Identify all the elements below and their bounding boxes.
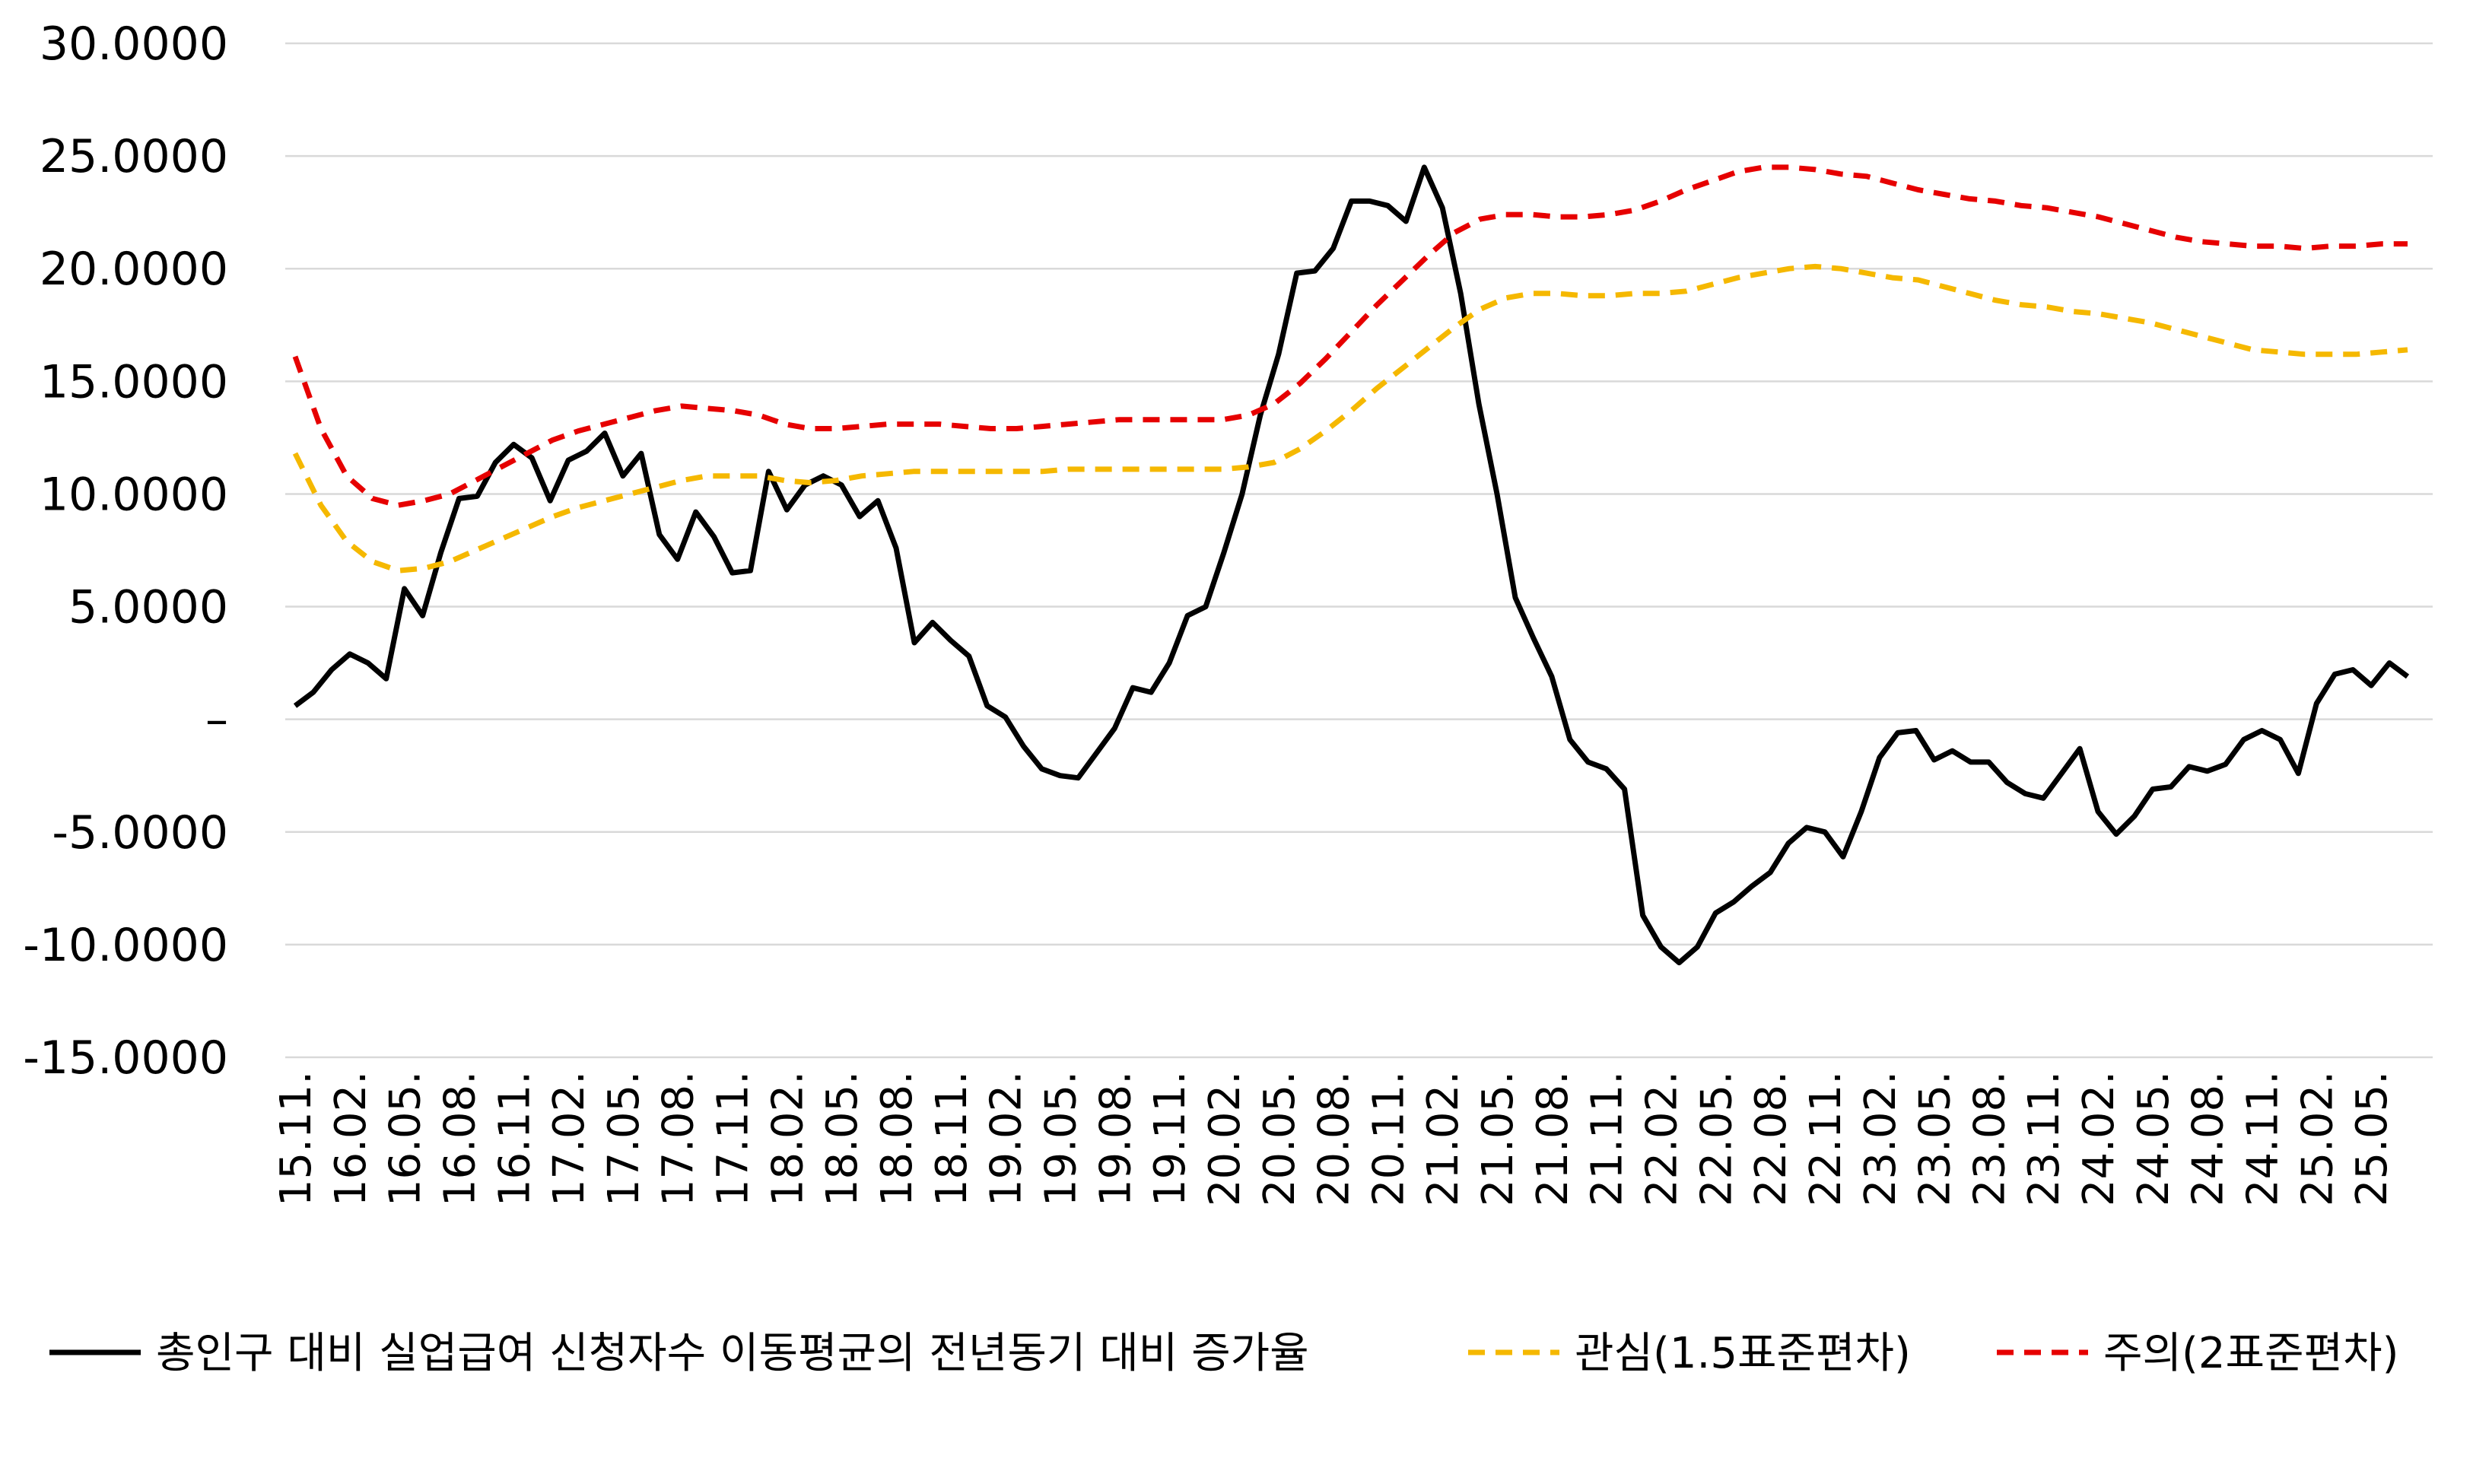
y-tick-label: 30.0000 [40, 17, 228, 71]
x-tick-label: 21.08. [1528, 1071, 1578, 1206]
y-tick-label: 20.0000 [40, 243, 228, 296]
x-tick-label: 20.05. [1255, 1071, 1305, 1206]
y-tick-label: -15.0000 [23, 1031, 228, 1085]
y-tick-label: 25.0000 [40, 130, 228, 183]
x-tick-label: 18.05. [818, 1071, 867, 1206]
series-line-0 [293, 164, 2410, 966]
x-tick-label: 18.02. [763, 1071, 812, 1206]
x-tick-label: 22.02. [1638, 1071, 1687, 1206]
x-tick-label: 16.02. [326, 1071, 376, 1206]
x-tick-label: 19.11. [1146, 1071, 1195, 1206]
x-tick-label: 23.11. [2020, 1071, 2069, 1206]
series-line-1 [292, 263, 2408, 574]
x-tick-label: 16.08. [435, 1071, 485, 1206]
x-tick-label: 18.08. [873, 1071, 922, 1206]
x-tick-label: 22.11. [1801, 1071, 1851, 1206]
x-tick-label: 19.08. [1091, 1071, 1140, 1206]
x-tick-label: 17.02. [545, 1071, 594, 1206]
legend-label-0: 총인구 대비 실업급여 신청자수 이동평균의 전년동기 대비 증가율 [156, 1329, 1309, 1378]
x-tick-label: 16.05. [381, 1071, 431, 1206]
x-tick-label: 16.11. [490, 1071, 539, 1206]
x-tick-label: 15.11. [272, 1071, 321, 1206]
x-tick-label: 18.11. [927, 1071, 977, 1206]
x-tick-label: 21.11. [1583, 1071, 1632, 1206]
x-tick-label: 23.02. [1856, 1071, 1906, 1206]
x-tick-label: 24.11. [2239, 1071, 2288, 1206]
x-tick-label: 19.05. [1036, 1071, 1086, 1206]
x-tick-label: 17.08. [654, 1071, 704, 1206]
legend-label-1: 관심(1.5표준편차) [1575, 1329, 1911, 1378]
y-tick-label: 5.0000 [68, 581, 228, 634]
y-tick-label: – [205, 694, 228, 747]
x-tick-label: 24.02. [2074, 1071, 2124, 1206]
x-axis-ticks: 15.11. 16.02. 16.05. 16.08. 16.11. 17.02. 17.0… [272, 1071, 2397, 1206]
x-tick-label: 25.02. [2293, 1071, 2342, 1206]
y-tick-label: -5.0000 [52, 806, 228, 860]
series-lines [292, 164, 2410, 966]
x-tick-label: 25.05. [2347, 1071, 2397, 1206]
x-tick-label: 22.05. [1692, 1071, 1741, 1206]
x-tick-label: 17.11. [709, 1071, 758, 1206]
x-tick-label: 22.08. [1747, 1071, 1796, 1206]
y-tick-label: 15.0000 [40, 355, 228, 408]
series-line-2 [292, 164, 2408, 508]
x-tick-label: 20.02. [1200, 1071, 1250, 1206]
x-tick-label: 20.11. [1364, 1071, 1413, 1206]
x-tick-label: 21.02. [1419, 1071, 1468, 1206]
x-tick-label: 17.05. [599, 1071, 649, 1206]
x-tick-label: 23.08. [1965, 1071, 2014, 1206]
x-tick-label: 20.08. [1310, 1071, 1359, 1206]
y-tick-label: -10.0000 [23, 919, 228, 972]
x-tick-label: 19.02. [982, 1071, 1031, 1206]
y-axis-ticks: 30.0000 25.0000 20.0000 15.0000 10.0000 5.000… [23, 17, 228, 1085]
legend: 총인구 대비 실업급여 신청자수 이동평균의 전년동기 대비 증가율 관심(1.5… [49, 1329, 2398, 1378]
gridlines [285, 42, 2433, 1059]
y-tick-label: 10.0000 [40, 468, 228, 521]
x-tick-label: 21.05. [1473, 1071, 1523, 1206]
x-tick-label: 24.05. [2129, 1071, 2179, 1206]
x-tick-label: 24.08. [2184, 1071, 2233, 1206]
x-tick-label: 23.05. [1911, 1071, 1960, 1206]
legend-label-2: 주의(2표준편차) [2103, 1329, 2398, 1378]
